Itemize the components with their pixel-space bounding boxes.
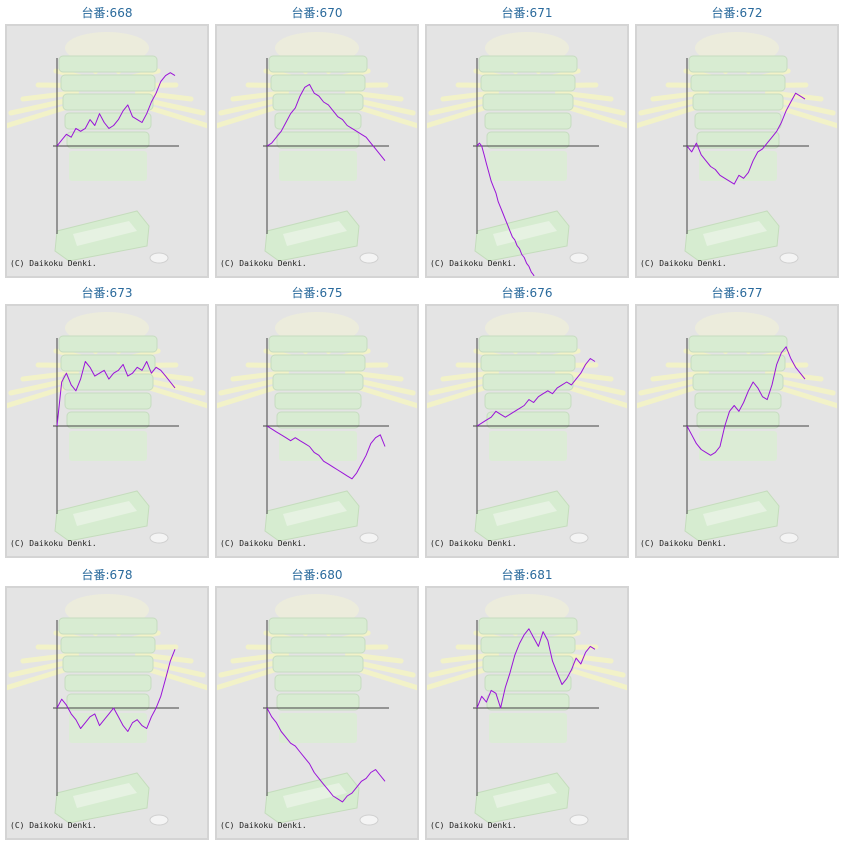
copyright-text: (C) Daikoku Denki. [10, 259, 97, 268]
graph-chart [7, 32, 207, 264]
series-line [56, 649, 176, 732]
copyright-text: (C) Daikoku Denki. [430, 259, 517, 268]
graph-cell: 台番:671 (C) Daikoku Denki. [425, 5, 629, 278]
graph-cell: 台番:668 (C) Daikoku Denki. [5, 5, 209, 278]
background-illustration [217, 594, 417, 826]
copyright-text: (C) Daikoku Denki. [640, 539, 727, 548]
graph-frame: (C) Daikoku Denki. [635, 304, 839, 558]
graph-frame: (C) Daikoku Denki. [425, 24, 629, 278]
graph-chart [637, 32, 837, 264]
graph-title[interactable]: 台番:672 [711, 6, 763, 20]
graph-title[interactable]: 台番:673 [81, 286, 133, 300]
graph-cell: 台番:681 (C) Daikoku Denki. [425, 567, 629, 840]
background-illustration [427, 594, 627, 826]
background-illustration [637, 312, 837, 544]
series-line [266, 425, 386, 480]
graph-frame: (C) Daikoku Denki. [215, 24, 419, 278]
graph-cell: 台番:678 (C) Daikoku Denki. [5, 567, 209, 840]
graph-chart [427, 594, 627, 826]
graph-frame: (C) Daikoku Denki. [215, 304, 419, 558]
graph-chart [427, 312, 627, 544]
background-illustration [7, 594, 207, 826]
graph-frame: (C) Daikoku Denki. [5, 304, 209, 558]
background-illustration [427, 32, 627, 264]
graph-chart [427, 32, 627, 276]
graph-frame: (C) Daikoku Denki. [215, 586, 419, 840]
graph-cell: 台番:677 (C) Daikoku Denki. [635, 285, 839, 558]
graph-title[interactable]: 台番:671 [501, 6, 553, 20]
series-line [266, 707, 386, 803]
series-line [476, 628, 596, 709]
copyright-text: (C) Daikoku Denki. [220, 821, 307, 830]
series-line [686, 346, 806, 456]
graph-chart [217, 312, 417, 544]
graph-title[interactable]: 台番:676 [501, 286, 553, 300]
graph-cell: 台番:676 (C) Daikoku Denki. [425, 285, 629, 558]
copyright-text: (C) Daikoku Denki. [430, 539, 517, 548]
graph-cell: 台番:672 (C) Daikoku Denki. [635, 5, 839, 278]
graph-chart [7, 312, 207, 544]
graph-chart [217, 32, 417, 264]
background-illustration [427, 312, 627, 544]
graph-title[interactable]: 台番:681 [501, 568, 553, 582]
background-illustration [7, 312, 207, 544]
graph-cell: 台番:680 (C) Daikoku Denki. [215, 567, 419, 840]
copyright-text: (C) Daikoku Denki. [220, 539, 307, 548]
series-line [686, 92, 806, 185]
copyright-text: (C) Daikoku Denki. [10, 821, 97, 830]
series-line [266, 83, 386, 162]
graph-frame: (C) Daikoku Denki. [425, 304, 629, 558]
graph-title[interactable]: 台番:668 [81, 6, 133, 20]
graph-frame: (C) Daikoku Denki. [425, 586, 629, 840]
graph-cell: 台番:670 (C) Daikoku Denki. [215, 5, 419, 278]
graph-title[interactable]: 台番:675 [291, 286, 343, 300]
graph-frame: (C) Daikoku Denki. [5, 24, 209, 278]
series-line [476, 358, 596, 427]
background-illustration [7, 32, 207, 264]
background-illustration [217, 32, 417, 264]
graph-title[interactable]: 台番:680 [291, 568, 343, 582]
graph-chart [217, 594, 417, 826]
graph-cell: 台番:673 (C) Daikoku Denki. [5, 285, 209, 558]
graph-chart [637, 312, 837, 544]
series-line [476, 142, 535, 276]
graph-chart [7, 594, 207, 826]
graph-frame: (C) Daikoku Denki. [635, 24, 839, 278]
copyright-text: (C) Daikoku Denki. [640, 259, 727, 268]
graph-cell: 台番:675 (C) Daikoku Denki. [215, 285, 419, 558]
graph-title[interactable]: 台番:677 [711, 286, 763, 300]
graph-title[interactable]: 台番:678 [81, 568, 133, 582]
background-illustration [637, 32, 837, 264]
copyright-text: (C) Daikoku Denki. [10, 539, 97, 548]
copyright-text: (C) Daikoku Denki. [430, 821, 517, 830]
series-line [56, 361, 176, 427]
copyright-text: (C) Daikoku Denki. [220, 259, 307, 268]
series-line [56, 72, 176, 147]
background-illustration [217, 312, 417, 544]
graph-frame: (C) Daikoku Denki. [5, 586, 209, 840]
graph-title[interactable]: 台番:670 [291, 6, 343, 20]
